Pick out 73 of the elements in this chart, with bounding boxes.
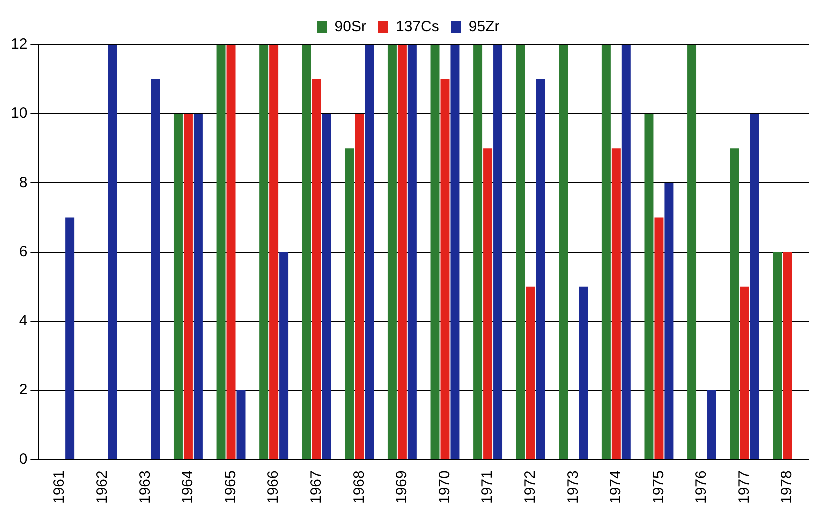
bar [516, 45, 526, 460]
bar [194, 114, 203, 460]
bar [270, 45, 279, 460]
x-tick-label: 1975 [650, 470, 668, 504]
bar [345, 148, 354, 460]
y-tick-label: 8 [19, 174, 28, 192]
x-tick-label: 1962 [94, 470, 112, 504]
bar [236, 390, 246, 460]
bar [622, 45, 631, 460]
bar [184, 114, 193, 460]
bar [312, 80, 322, 460]
bar [484, 148, 493, 460]
bar [740, 286, 750, 460]
bar [450, 45, 460, 460]
bar [644, 114, 654, 460]
bar [280, 252, 289, 460]
bar [579, 286, 588, 460]
y-tick-label: 12 [10, 36, 28, 54]
bar [730, 148, 740, 460]
bar [174, 114, 183, 460]
bar [355, 114, 364, 460]
y-tick-label: 0 [19, 450, 28, 468]
bar [783, 252, 792, 460]
x-tick-label: 1969 [394, 470, 411, 504]
x-tick-label: 1976 [693, 470, 710, 504]
bar [226, 45, 236, 460]
x-tick-label: 1966 [265, 470, 282, 504]
bar [474, 45, 483, 460]
x-tick-label: 1964 [180, 470, 197, 504]
x-tick-label: 1965 [222, 470, 240, 504]
y-tick-label: 10 [10, 105, 28, 122]
bar [526, 286, 536, 460]
bar [664, 183, 674, 460]
x-tick-label: 1974 [608, 470, 625, 504]
bar [494, 45, 503, 460]
bar [773, 252, 782, 460]
bar [559, 45, 568, 460]
bar [688, 45, 697, 460]
x-tick-label: 1961 [51, 470, 68, 504]
x-tick-label: 1967 [308, 470, 325, 504]
legend-label: 90Sr [334, 18, 366, 36]
legend-label: 137Cs [396, 18, 440, 36]
bar [440, 80, 450, 460]
bar [260, 45, 269, 460]
bar [302, 45, 312, 460]
bar [66, 218, 75, 460]
x-tick-label: 1968 [350, 470, 368, 504]
bar [108, 45, 118, 460]
bar [216, 45, 226, 460]
bar [536, 80, 546, 460]
bar [602, 45, 611, 460]
x-tick-label: 1973 [564, 470, 582, 504]
y-tick-label: 4 [19, 312, 28, 330]
bar [612, 148, 621, 460]
x-tick-label: 1978 [778, 470, 796, 504]
bar [388, 45, 397, 460]
legend-label: 95Zr [468, 18, 500, 36]
bar [408, 45, 417, 460]
bar [750, 114, 760, 460]
bar [654, 218, 664, 460]
x-tick-label: 1963 [136, 470, 154, 504]
x-tick-label: 1972 [522, 470, 539, 504]
y-tick-label: 2 [19, 382, 28, 399]
bar [151, 80, 160, 460]
bar [365, 45, 374, 460]
bar [398, 45, 407, 460]
bar [322, 114, 332, 460]
y-tick-label: 6 [19, 243, 28, 260]
x-tick-label: 1977 [736, 470, 753, 504]
bar [708, 390, 716, 460]
bar [430, 45, 440, 460]
x-tick-label: 1971 [479, 470, 496, 504]
x-tick-label: 1970 [436, 470, 454, 504]
